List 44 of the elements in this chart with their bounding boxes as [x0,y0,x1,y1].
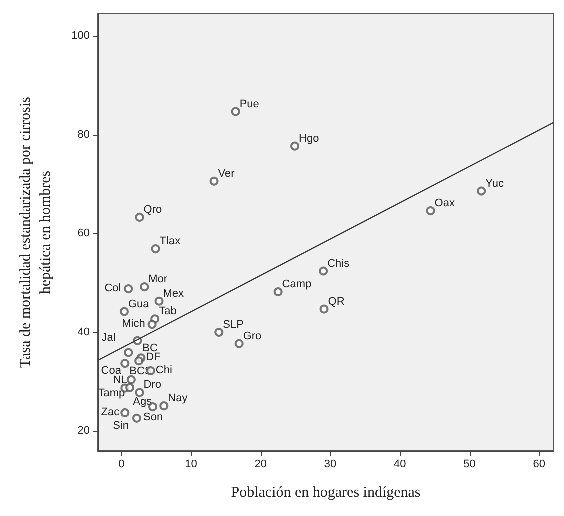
annotation: Sin [113,420,129,432]
annotation: DF [146,352,162,364]
annotation: Tamp [98,387,126,400]
annotation: Ver [218,168,236,180]
y-tick-label: 40 [78,326,90,338]
annotation: QR [328,296,345,308]
y-tick-label: 60 [78,228,90,240]
annotation: Oax [434,198,456,210]
y-axis-title: Tasa de mortalidad estandarizada por cirrosis hepática en hombres [18,96,54,368]
y-tick-label: 100 [72,30,90,42]
annotation: Yuc [486,178,504,190]
annotation: NL [113,374,128,386]
annotation: Gro [243,330,262,342]
annotation: SLP [223,318,244,331]
x-tick-label: 60 [533,458,546,470]
x-tick-label: 10 [185,458,198,470]
annotation: Mex [163,288,185,300]
annotation: Chi [156,364,172,377]
annotation: Pue [240,98,260,110]
annotation: Son [144,412,164,424]
x-tick-label: 30 [324,458,337,470]
annotation: Ags [133,396,153,408]
annotation: Tlax [160,236,182,248]
x-tick-label: 50 [464,458,476,470]
annotation: Camp [282,278,312,290]
annotation: Hgo [299,132,320,145]
annotation: BC [142,342,158,354]
y-tick-label: 80 [78,128,90,141]
annotation: Chis [328,258,350,270]
x-tick-label: 20 [254,458,268,470]
annotation: Nay [168,392,188,405]
annotation: Zac [101,406,120,418]
annotation: Mich [122,318,146,330]
annotation: Qro [144,204,162,216]
x-tick-label: 40 [394,458,406,470]
x-tick-label: 0 [118,458,125,470]
annotation: Dro [144,379,162,392]
y-tick-label: 20 [78,425,90,438]
annotation: Jal [102,332,116,344]
annotation: Col [104,282,122,295]
annotation: Tab [159,306,177,318]
x-axis-title: Población en hogares indígenas [231,485,421,501]
annotation: Gua [128,298,150,310]
annotation: Mor [148,274,168,286]
